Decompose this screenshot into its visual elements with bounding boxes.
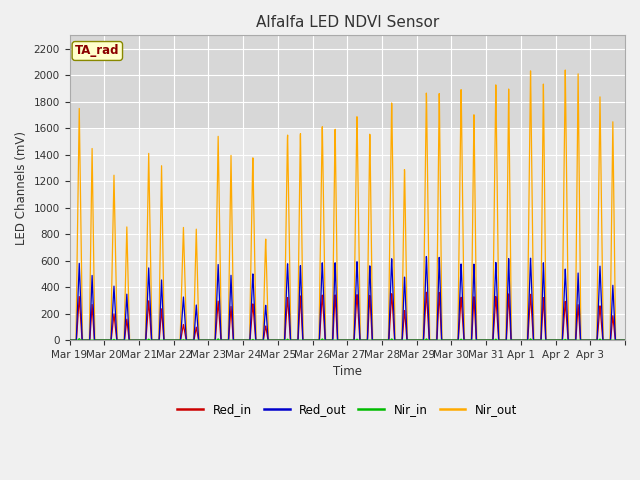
- Title: Alfalfa LED NDVI Sensor: Alfalfa LED NDVI Sensor: [255, 15, 439, 30]
- X-axis label: Time: Time: [333, 365, 362, 379]
- Text: TA_rad: TA_rad: [75, 45, 120, 58]
- Bar: [70, 36, 625, 128]
- Y-axis label: LED Channels (mV): LED Channels (mV): [15, 131, 28, 245]
- Legend: Red_in, Red_out, Nir_in, Nir_out: Red_in, Red_out, Nir_in, Nir_out: [173, 398, 522, 420]
